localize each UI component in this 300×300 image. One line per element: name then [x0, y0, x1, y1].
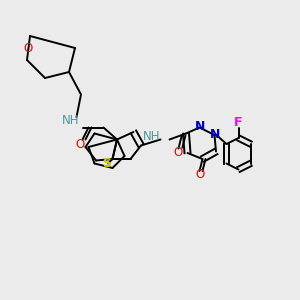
Text: NH: NH — [143, 130, 160, 143]
Text: O: O — [174, 146, 183, 159]
Text: N: N — [195, 120, 205, 133]
Text: O: O — [24, 42, 33, 56]
Text: F: F — [234, 116, 243, 130]
Text: S: S — [103, 157, 112, 170]
Text: NH: NH — [62, 114, 79, 127]
Text: N: N — [210, 128, 220, 141]
Text: O: O — [196, 168, 205, 181]
Text: O: O — [76, 138, 85, 151]
